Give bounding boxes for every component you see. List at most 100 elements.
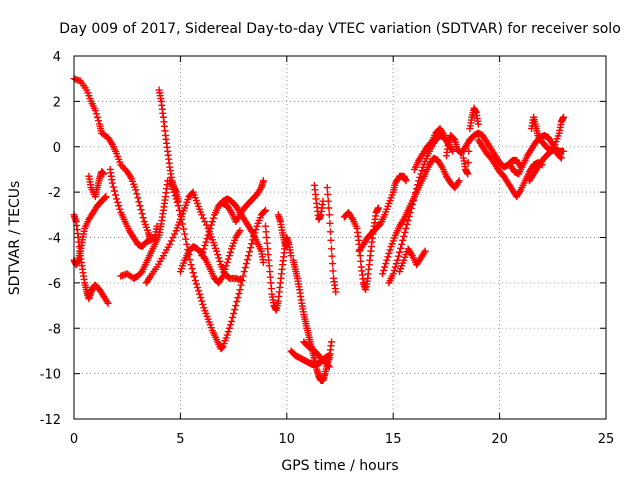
tick-labels: 0 5 10 15 20 25 -12 -10 -8 -6 -4 -2 0 2 4 — [40, 50, 615, 447]
data-point — [221, 265, 229, 273]
data-point — [115, 202, 123, 210]
data-point — [190, 273, 198, 281]
data-point — [230, 310, 238, 318]
data-point — [412, 189, 420, 197]
data-point — [177, 215, 185, 223]
data-point — [102, 193, 110, 201]
data-point — [135, 198, 143, 206]
data-point — [403, 220, 411, 228]
data-point — [108, 179, 116, 187]
data-point — [216, 257, 224, 265]
data-point — [416, 173, 424, 181]
data-point — [167, 237, 175, 245]
data-point — [241, 264, 249, 272]
data-point — [220, 269, 228, 277]
data-point — [327, 338, 335, 346]
data-point — [244, 252, 252, 260]
data-point — [215, 254, 223, 262]
data-point — [208, 218, 216, 226]
data-point — [404, 216, 412, 224]
data-point — [236, 227, 244, 235]
data-point — [225, 324, 233, 332]
data-point — [138, 210, 146, 218]
data-point — [173, 198, 181, 206]
chart-title: Day 009 of 2017, Sidereal Day-to-day VTE… — [59, 21, 621, 37]
data-point — [405, 213, 413, 221]
data-point — [100, 170, 108, 178]
data-point — [384, 253, 392, 261]
data-point — [323, 184, 331, 192]
data-point — [242, 260, 250, 268]
data-point — [183, 240, 191, 248]
data-point — [188, 265, 196, 273]
data-point — [136, 202, 144, 210]
data-point — [133, 190, 141, 198]
data-point — [324, 197, 332, 205]
x-tick-label: 25 — [598, 432, 615, 447]
data-point — [235, 290, 243, 298]
data-point — [213, 247, 221, 255]
y-tick-label: -12 — [40, 413, 61, 428]
data-point — [225, 252, 233, 260]
data-point — [398, 240, 406, 248]
data-point — [198, 297, 206, 305]
data-point — [206, 224, 214, 232]
data-point — [192, 280, 200, 288]
data-point — [139, 214, 147, 222]
data-point — [203, 235, 211, 243]
plot-frame — [73, 55, 607, 420]
data-point — [199, 214, 207, 222]
data-point — [413, 185, 421, 193]
data-point — [199, 300, 207, 308]
data-point — [237, 281, 245, 289]
data-point — [175, 206, 183, 214]
data-point — [329, 260, 337, 268]
data-point — [259, 258, 267, 266]
data-point — [262, 206, 270, 214]
data-point — [171, 192, 179, 200]
data-point — [94, 117, 102, 125]
data-point — [176, 211, 184, 219]
data-point — [224, 255, 232, 263]
data-point — [201, 218, 209, 226]
data-point — [283, 243, 291, 251]
data-point — [239, 272, 247, 280]
data-point — [327, 236, 335, 244]
data-points — [70, 75, 567, 384]
data-point — [238, 277, 246, 285]
data-point — [450, 135, 458, 143]
data-point — [232, 302, 240, 310]
data-point — [383, 256, 391, 264]
data-point — [227, 317, 235, 325]
data-point — [559, 147, 567, 155]
data-point — [201, 241, 209, 249]
data-point — [174, 202, 182, 210]
data-point — [449, 147, 457, 155]
data-point — [223, 331, 231, 339]
data-point — [198, 252, 206, 260]
data-point — [180, 225, 188, 233]
data-point — [326, 228, 334, 236]
data-point — [401, 228, 409, 236]
data-point — [374, 204, 382, 212]
data-point — [120, 164, 128, 172]
data-point — [194, 287, 202, 295]
y-tick-label: -10 — [40, 368, 61, 383]
data-point — [240, 268, 248, 276]
data-point — [113, 195, 121, 203]
data-point — [399, 236, 407, 244]
data-point — [389, 270, 397, 278]
data-point — [332, 288, 340, 296]
data-point — [166, 240, 174, 248]
data-point — [132, 186, 140, 194]
data-point — [418, 167, 426, 175]
data-point — [380, 266, 388, 274]
x-axis-label: GPS time / hours — [281, 458, 398, 474]
data-point — [455, 177, 463, 185]
data-point — [400, 232, 408, 240]
y-axis-label: SDTVAR / TECUs — [7, 181, 23, 296]
data-point — [202, 238, 210, 246]
data-point — [92, 110, 100, 118]
data-point — [417, 170, 425, 178]
